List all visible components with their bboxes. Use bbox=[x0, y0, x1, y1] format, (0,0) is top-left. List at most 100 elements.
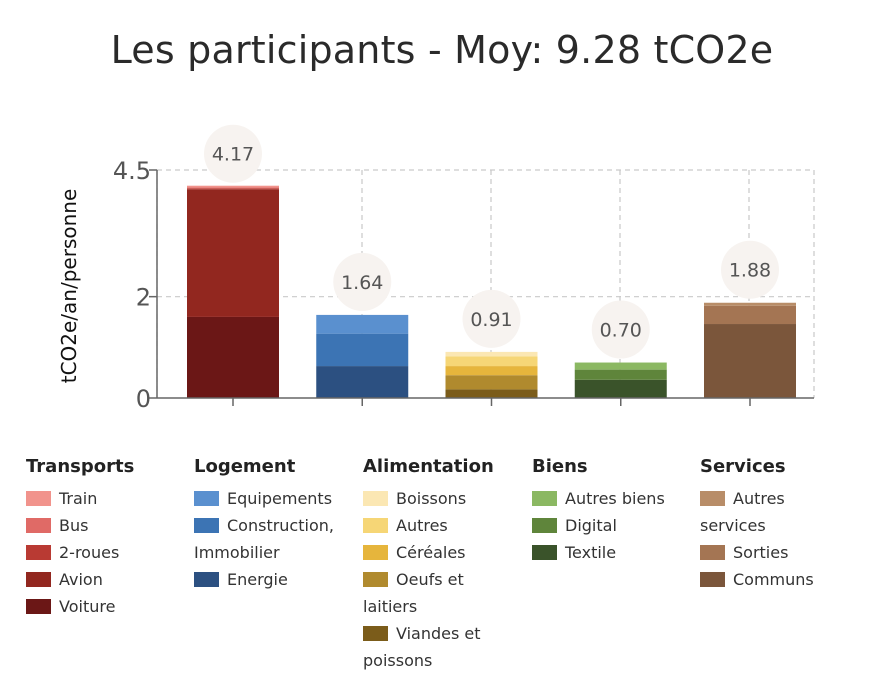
legend-swatch bbox=[363, 491, 388, 506]
legend-group-title: Services bbox=[700, 456, 786, 477]
legend-swatch bbox=[363, 518, 388, 533]
legend-label: 2-roues bbox=[59, 543, 120, 562]
legend-swatch bbox=[26, 599, 51, 614]
legend-item: Construction, Immobilier bbox=[194, 512, 344, 566]
total-label-bubble bbox=[204, 124, 262, 183]
y-axis-label: tCO2e/an/personne bbox=[57, 189, 81, 384]
legend-label: Equipements bbox=[227, 489, 333, 508]
legend-group-title: Logement bbox=[194, 456, 296, 477]
legend-swatch bbox=[700, 491, 725, 506]
bar-logement bbox=[316, 314, 409, 398]
total-label-text: 1.64 bbox=[341, 272, 383, 294]
total-label-bubble bbox=[591, 300, 650, 359]
bar-transports bbox=[187, 185, 279, 398]
legend-item: Oeufs et laitiers bbox=[363, 566, 513, 620]
total-labels: 4.17 1.64 0.91 0.70 1.88 bbox=[204, 124, 779, 359]
legend-label: Sorties bbox=[733, 543, 789, 562]
bar-segment bbox=[445, 389, 538, 398]
legend-swatch bbox=[532, 491, 557, 506]
bar-segment bbox=[187, 185, 279, 188]
bar-services bbox=[704, 302, 796, 398]
stacked-bar-chart: 4.5 2 0 4.17 1.64 0.91 0.70 1.88 tCO2e/an/pers… bbox=[57, 124, 815, 413]
axes: 4.5 2 0 bbox=[113, 157, 814, 413]
y-tick-label: 4.5 bbox=[113, 157, 151, 185]
total-label-bubble bbox=[721, 240, 779, 299]
legend-swatch bbox=[26, 491, 51, 506]
legend-item: Boissons bbox=[363, 485, 513, 512]
legend-group-services: Services Autres services Sorties Communs bbox=[700, 455, 850, 593]
legend-swatch bbox=[194, 518, 219, 533]
legend-swatch bbox=[363, 545, 388, 560]
legend-swatch bbox=[700, 545, 725, 560]
total-label-bubble bbox=[462, 289, 521, 348]
total-label: 0.91 bbox=[462, 289, 521, 348]
bar-segment bbox=[187, 189, 279, 317]
legend-label: Autres biens bbox=[565, 489, 665, 508]
legend-group-title: Alimentation bbox=[363, 456, 494, 477]
bar-segment bbox=[316, 314, 409, 334]
legend-label: Textile bbox=[565, 543, 617, 562]
legend-swatch bbox=[532, 545, 557, 560]
y-tick-label: 2 bbox=[136, 284, 151, 312]
legend-item: Equipements bbox=[194, 485, 344, 512]
legend-item: Autres services bbox=[700, 485, 850, 539]
legend-item: Textile bbox=[532, 539, 682, 566]
bar-segment bbox=[704, 302, 796, 306]
bar-alimentation bbox=[445, 351, 538, 398]
bar-segment bbox=[445, 351, 538, 357]
legend-label: Digital bbox=[565, 516, 617, 535]
legend-label: Bus bbox=[59, 516, 89, 535]
bar-segment bbox=[445, 375, 538, 390]
legend-item: Voiture bbox=[26, 593, 176, 620]
legend-label: Oeufs et laitiers bbox=[363, 570, 464, 616]
legend-item: Autres bbox=[363, 512, 513, 539]
legend-group-title: Biens bbox=[532, 456, 588, 477]
bars bbox=[187, 185, 796, 398]
bar-segment bbox=[574, 379, 667, 398]
legend-group-biens: Biens Autres biens Digital Textile bbox=[532, 455, 682, 566]
legend-label: Construction, Immobilier bbox=[194, 516, 334, 562]
total-label-text: 0.70 bbox=[600, 320, 642, 342]
total-label: 0.70 bbox=[591, 300, 650, 359]
chart-title: Les participants - Moy: 9.28 tCO2e bbox=[110, 28, 774, 72]
bar-segment bbox=[704, 324, 796, 398]
total-label-bubble bbox=[333, 252, 392, 311]
legend-group-alimentation: Alimentation Boissons Autres Céréales Oeufs … bbox=[363, 455, 513, 674]
bar-segment bbox=[316, 333, 409, 367]
legend-item: Digital bbox=[532, 512, 682, 539]
bar-segment bbox=[187, 187, 279, 189]
legend-swatch bbox=[363, 626, 388, 641]
bar-segment bbox=[574, 369, 667, 380]
legend-label: Communs bbox=[733, 570, 814, 589]
legend-item: Communs bbox=[700, 566, 850, 593]
legend-swatch bbox=[26, 572, 51, 587]
legend-item: Avion bbox=[26, 566, 176, 593]
legend-swatch bbox=[363, 572, 388, 587]
legend-item: Train bbox=[26, 485, 176, 512]
legend-swatch bbox=[26, 545, 51, 560]
legend-swatch bbox=[26, 518, 51, 533]
legend-item: Viandes et poissons bbox=[363, 620, 513, 674]
total-label-text: 1.88 bbox=[729, 260, 771, 282]
legend-item: Autres biens bbox=[532, 485, 682, 512]
legend-label: Céréales bbox=[396, 543, 466, 562]
legend-item: Bus bbox=[26, 512, 176, 539]
total-label: 1.64 bbox=[333, 252, 392, 311]
bar-segment bbox=[445, 356, 538, 367]
bar-segment bbox=[704, 305, 796, 325]
bar-segment bbox=[316, 366, 409, 398]
legend-label: Autres bbox=[396, 516, 448, 535]
legend-item: Sorties bbox=[700, 539, 850, 566]
legend-swatch bbox=[194, 572, 219, 587]
legend-swatch bbox=[194, 491, 219, 506]
bar-segment bbox=[574, 362, 667, 370]
legend-swatch bbox=[532, 518, 557, 533]
legend-label: Viandes et poissons bbox=[363, 624, 481, 670]
legend-group-transports: Transports Train Bus 2-roues Avion Voiture bbox=[26, 455, 176, 620]
legend-label: Avion bbox=[59, 570, 103, 589]
y-tick-label: 0 bbox=[136, 385, 151, 413]
bar-segment bbox=[445, 366, 538, 376]
legend-group-title: Transports bbox=[26, 456, 135, 477]
legend-label: Train bbox=[59, 489, 98, 508]
legend-label: Boissons bbox=[396, 489, 467, 508]
